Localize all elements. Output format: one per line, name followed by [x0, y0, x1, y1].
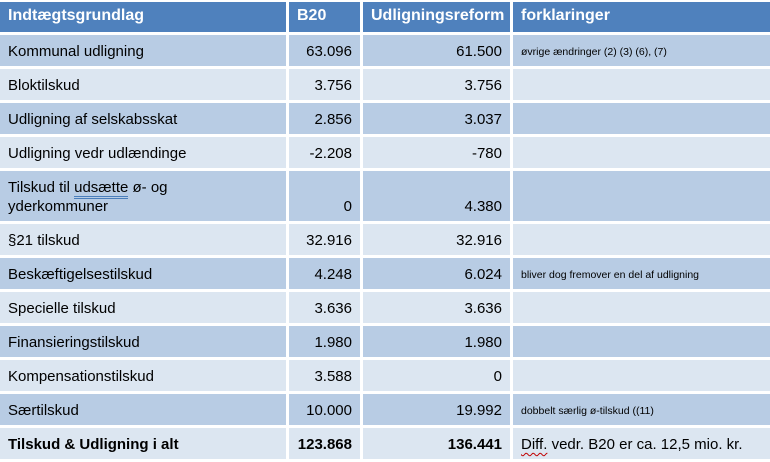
row-note [513, 69, 770, 103]
value-udligningsreform: 3.037 [363, 103, 513, 137]
header-indtaegtsgrundlag: Indtægtsgrundlag [0, 2, 289, 35]
table-row: Bloktilskud 3.756 3.756 [0, 69, 770, 103]
row-label: Finansieringstilskud [0, 326, 289, 360]
value-udligningsreform: 61.500 [363, 35, 513, 69]
row-label: Tilskud & Udligning i alt [0, 428, 289, 462]
value-b20: 4.248 [289, 258, 363, 292]
row-label: Kommunal udligning [0, 35, 289, 69]
row-label: Tilskud til udsætte ø- og yderkommuner [0, 171, 289, 224]
table-row: Udligning vedr udlændinge -2.208 -780 [0, 137, 770, 171]
table-header: Indtægtsgrundlag B20 Udligningsreform fo… [0, 2, 770, 35]
table-row: Tilskud til udsætte ø- og yderkommuner 0 4.… [0, 171, 770, 224]
value-b20: 3.588 [289, 360, 363, 394]
row-label: Beskæftigelsestilskud [0, 258, 289, 292]
marked-text: Diff. [521, 436, 548, 453]
row-note [513, 137, 770, 171]
value-b20: 3.756 [289, 69, 363, 103]
row-label: Udligning af selskabsskat [0, 103, 289, 137]
row-note [513, 103, 770, 137]
value-b20: 63.096 [289, 35, 363, 69]
value-udligningsreform: 6.024 [363, 258, 513, 292]
marked-text: udsætte [74, 179, 129, 199]
table-row: Kompensationstilskud 3.588 0 [0, 360, 770, 394]
row-note [513, 292, 770, 326]
row-note [513, 171, 770, 224]
value-udligningsreform: 3.636 [363, 292, 513, 326]
table-row: Tilskud & Udligning i alt 123.868 136.441 D… [0, 428, 770, 462]
row-note: Diff. vedr. B20 er ca. 12,5 mio. kr. [513, 428, 770, 462]
text-part: yderkommuner [8, 198, 109, 215]
value-udligningsreform: 1.980 [363, 326, 513, 360]
value-b20: 32.916 [289, 224, 363, 258]
value-udligningsreform: 19.992 [363, 394, 513, 428]
value-udligningsreform: 32.916 [363, 224, 513, 258]
table-body: Kommunal udligning 63.096 61.500 øvrige ænd… [0, 35, 770, 462]
value-b20: -2.208 [289, 137, 363, 171]
value-b20: 3.636 [289, 292, 363, 326]
header-row: Indtægtsgrundlag B20 Udligningsreform fo… [0, 2, 770, 35]
table-row: Særtilskud 10.000 19.992 dobbelt særlig ø-t… [0, 394, 770, 428]
value-udligningsreform: 4.380 [363, 171, 513, 224]
value-udligningsreform: 0 [363, 360, 513, 394]
header-forklaringer: forklaringer [513, 2, 770, 35]
text-part: Tilskud til [8, 179, 75, 196]
table-row: Udligning af selskabsskat 2.856 3.037 [0, 103, 770, 137]
table-row: §21 tilskud 32.916 32.916 [0, 224, 770, 258]
row-label: Bloktilskud [0, 69, 289, 103]
row-label: Udligning vedr udlændinge [0, 137, 289, 171]
row-label: Særtilskud [0, 394, 289, 428]
value-b20: 10.000 [289, 394, 363, 428]
text-part: ø- og [128, 179, 168, 196]
row-label: Kompensationstilskud [0, 360, 289, 394]
row-note: bliver dog fremover en del af udligning [513, 258, 770, 292]
row-note [513, 326, 770, 360]
value-b20: 123.868 [289, 428, 363, 462]
value-b20: 2.856 [289, 103, 363, 137]
value-udligningsreform: 3.756 [363, 69, 513, 103]
table-row: Finansieringstilskud 1.980 1.980 [0, 326, 770, 360]
header-b20: B20 [289, 2, 363, 35]
text-part: vedr. B20 er ca. 12,5 mio. kr. [547, 436, 743, 453]
row-label: Specielle tilskud [0, 292, 289, 326]
value-udligningsreform: 136.441 [363, 428, 513, 462]
row-note [513, 360, 770, 394]
value-udligningsreform: -780 [363, 137, 513, 171]
table-row: Kommunal udligning 63.096 61.500 øvrige ænd… [0, 35, 770, 69]
value-b20: 0 [289, 171, 363, 224]
row-note: øvrige ændringer (2) (3) (6), (7) [513, 35, 770, 69]
row-note: dobbelt særlig ø-tilskud ((11) [513, 394, 770, 428]
table-row: Specielle tilskud 3.636 3.636 [0, 292, 770, 326]
value-b20: 1.980 [289, 326, 363, 360]
header-udligningsreform: Udligningsreform [363, 2, 513, 35]
table-row: Beskæftigelsestilskud 4.248 6.024 bliver do… [0, 258, 770, 292]
row-label: §21 tilskud [0, 224, 289, 258]
row-note [513, 224, 770, 258]
